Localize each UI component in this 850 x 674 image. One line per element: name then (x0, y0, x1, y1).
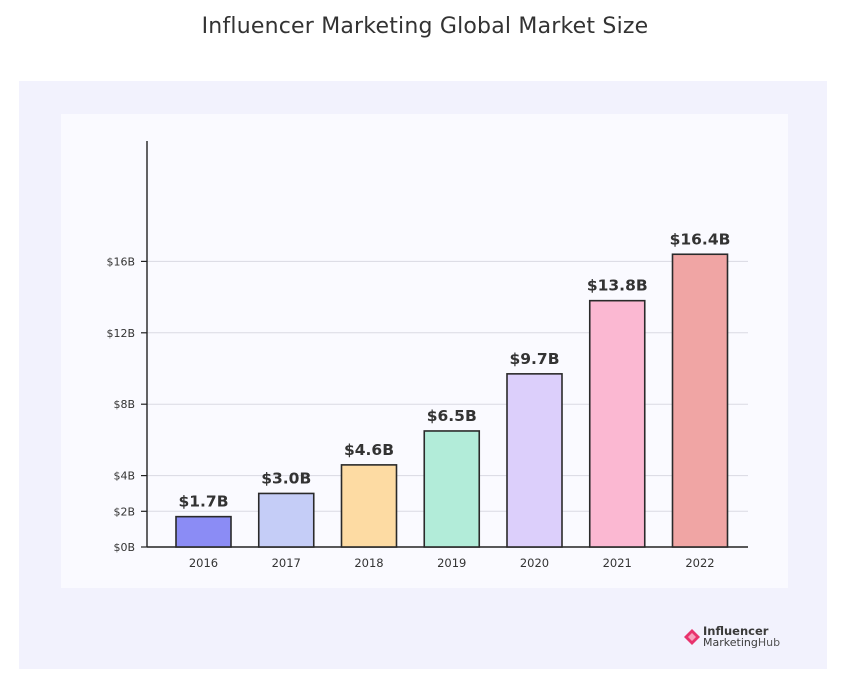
logo-text-line1: Influencer (703, 624, 769, 638)
y-tick-label: $8B (113, 398, 135, 411)
chart-title: Influencer Marketing Global Market Size (201, 14, 649, 39)
bar-2020 (506, 373, 563, 548)
bar-2016 (175, 515, 232, 548)
value-label-2018: $4.6B (344, 441, 394, 459)
bars (175, 253, 729, 548)
influencer-marketing-hub-logo: Influencer MarketingHub (683, 624, 803, 652)
x-tick-label-2017: 2017 (272, 556, 301, 570)
y-tick-label: $0B (113, 541, 135, 554)
value-label-2021: $13.8B (587, 277, 648, 295)
logo-text-hub: Hub (757, 636, 781, 649)
value-labels: $1.7B $3.0B $4.6B $6.5B $9.7B $13.8B $16.4B (178, 230, 730, 510)
value-label-2020: $9.7B (509, 350, 559, 368)
category-labels: 2016 2017 2018 2019 2020 2021 2022 (189, 556, 715, 570)
y-axis-ticks: $0B $2B $4B $8B $12B $16B (106, 255, 147, 554)
x-tick-label-2016: 2016 (189, 556, 218, 570)
value-label-2016: $1.7B (178, 493, 228, 511)
bar-2022 (671, 253, 729, 548)
logo-text-marketing: Marketing (703, 636, 758, 649)
y-tick-label: $12B (106, 327, 135, 340)
y-tick-label: $2B (113, 505, 135, 518)
x-tick-label-2019: 2019 (437, 556, 466, 570)
x-tick-label-2022: 2022 (685, 556, 714, 570)
y-tick-label: $4B (113, 470, 135, 483)
x-tick-label-2021: 2021 (603, 556, 632, 570)
gridlines (147, 260, 748, 512)
bar-2017 (257, 492, 315, 548)
value-label-2017: $3.0B (261, 469, 311, 487)
logo-text-line2: MarketingHub (703, 637, 780, 649)
value-label-2022: $16.4B (670, 230, 731, 248)
bar-2018 (340, 464, 398, 548)
value-label-2019: $6.5B (427, 407, 477, 425)
x-tick-label-2020: 2020 (520, 556, 549, 570)
x-tick-label-2018: 2018 (354, 556, 383, 570)
y-tick-label: $16B (106, 255, 135, 268)
bar-2019 (423, 430, 481, 548)
bar-2021 (588, 299, 646, 548)
logo-mark-icon (684, 629, 700, 645)
